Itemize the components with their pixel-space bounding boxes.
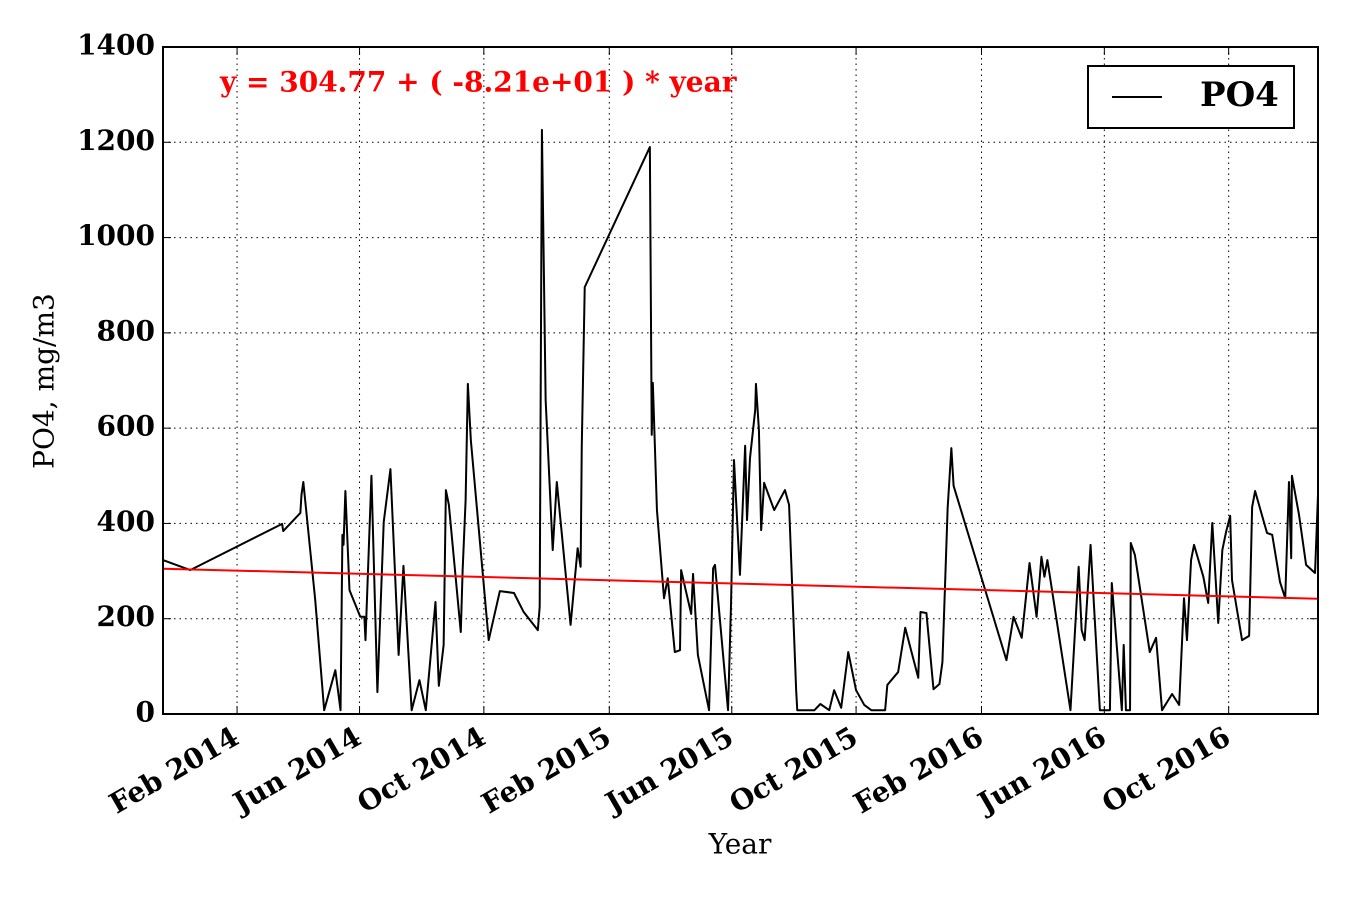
trend-line [162, 567, 1319, 600]
x-tick-label: Feb 2016 [848, 720, 989, 820]
y-tick-label: 1200 [77, 124, 155, 157]
x-tick-label: Jun 2016 [970, 720, 1112, 821]
x-tick-label: Feb 2014 [104, 720, 245, 820]
annotation: y = 304.77 + ( -8.21e+01 ) * year [219, 66, 738, 99]
legend-label: PO4 [1200, 75, 1279, 115]
x-tick-label: Oct 2014 [352, 720, 492, 820]
x-tick-label: Jun 2015 [597, 720, 739, 821]
y-tick-label: 400 [97, 505, 155, 538]
x-tick-label: Jun 2014 [225, 720, 367, 821]
plot-frame [162, 46, 1319, 715]
x-tick-label: Oct 2015 [724, 720, 864, 820]
y-tick-label: 0 [136, 696, 155, 729]
data-line [162, 128, 1319, 712]
y-tick-label: 600 [97, 410, 155, 443]
y-tick-label: 1400 [77, 29, 155, 62]
y-tick-label: 1000 [77, 219, 155, 252]
x-axis-label: Year [708, 828, 772, 861]
x-tick-label: Feb 2015 [476, 720, 617, 820]
y-tick-label: 800 [97, 314, 155, 347]
y-axis-label: PO4, mg/m3 [28, 293, 61, 469]
y-tick-label: 200 [97, 600, 155, 633]
x-tick-label: Oct 2016 [1096, 720, 1236, 820]
